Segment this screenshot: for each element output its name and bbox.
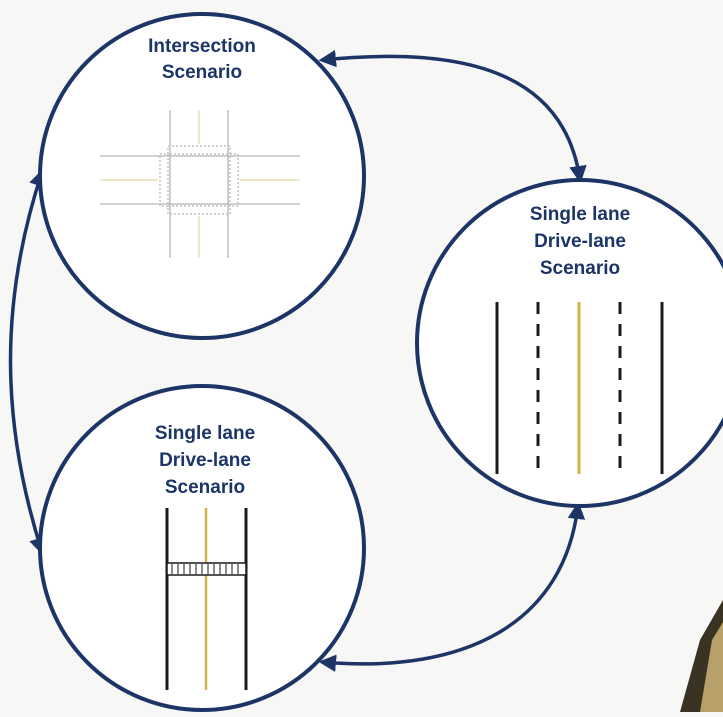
crosswalk bbox=[166, 562, 247, 576]
node-title: Scenario bbox=[162, 62, 242, 83]
multi-lane-road-icon bbox=[495, 302, 664, 474]
node-title: Single lane bbox=[155, 423, 255, 444]
node-drive-lane-right: Single lane Drive-lane Scenario bbox=[415, 178, 723, 508]
crosswalk-stripes bbox=[171, 564, 239, 574]
node-drive-lane-left: Single lane Drive-lane Scenario bbox=[38, 384, 366, 712]
arrow-right-to-left bbox=[318, 501, 586, 672]
node-title: Drive-lane bbox=[534, 231, 626, 252]
node-title: Intersection bbox=[148, 36, 256, 57]
node-circle bbox=[38, 384, 366, 712]
node-title: Single lane bbox=[530, 204, 630, 225]
intersection-road-icon bbox=[100, 110, 300, 258]
arrow-intersection-to-right bbox=[318, 49, 587, 184]
intersection-center-lines bbox=[100, 110, 300, 258]
node-intersection: Intersection Scenario bbox=[38, 12, 366, 340]
node-title: Scenario bbox=[540, 258, 620, 279]
corner-decoration bbox=[680, 600, 723, 712]
node-title: Scenario bbox=[165, 477, 245, 498]
node-circle bbox=[415, 178, 723, 508]
arrow-left-to-intersection bbox=[8, 168, 47, 556]
node-title: Drive-lane bbox=[159, 450, 251, 471]
single-lane-road-icon bbox=[165, 508, 248, 690]
